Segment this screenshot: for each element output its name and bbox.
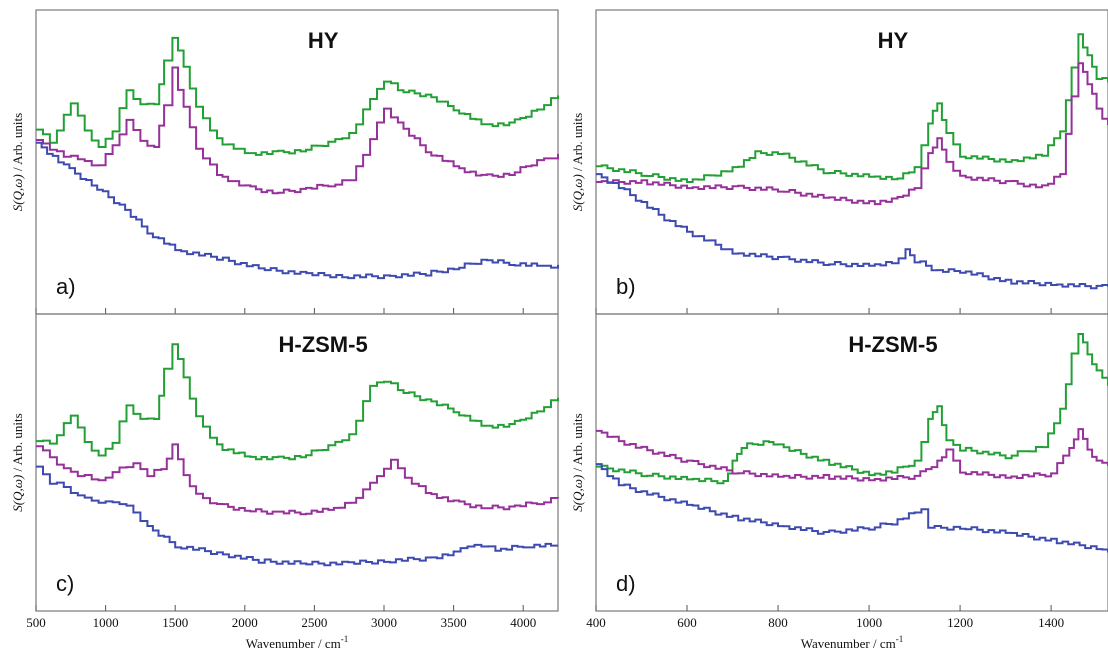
series-green-line [596, 33, 1108, 183]
plot-frame [595, 313, 1108, 612]
panel-letter: d) [616, 571, 636, 596]
y-axis-label: S(Q,ω) / Arb. units [570, 113, 585, 211]
series-green-line [36, 343, 559, 461]
panel-a: HY a) S(Q,ω) / Arb. units [10, 9, 559, 315]
plot-frame [35, 313, 559, 612]
panel-letter: a) [56, 274, 76, 299]
series-purple-line [36, 443, 559, 516]
x-tick-label: 2500 [301, 615, 327, 630]
panel-title: H-ZSM-5 [278, 332, 367, 357]
panel-b: HY b) S(Q,ω) / Arb. units [570, 9, 1108, 315]
x-tick-label: 1500 [162, 615, 188, 630]
series-green-line [596, 333, 1108, 485]
plot-frame [595, 9, 1108, 315]
x-tick-label: 1000 [93, 615, 119, 630]
y-axis-label: S(Q,ω) / Arb. units [570, 413, 585, 511]
x-tick-label: 2000 [232, 615, 258, 630]
x-tick-label: 600 [677, 615, 697, 630]
panel-title: HY [308, 28, 339, 53]
panel-c: 500 1000 1500 2000 2500 3000 3500 4000 H-ZSM-5 c)… [10, 313, 559, 651]
plot-frame [35, 9, 559, 315]
series-blue-line [596, 173, 1108, 290]
x-tick-label: 500 [26, 615, 46, 630]
series-purple-line [596, 62, 1108, 206]
panel-title: HY [878, 28, 909, 53]
x-tick-label: 1400 [1038, 615, 1064, 630]
panel-title: H-ZSM-5 [848, 332, 937, 357]
series-blue-line [36, 465, 558, 567]
y-axis-label: S(Q,ω) / Arb. units [10, 113, 25, 211]
series-purple-line [36, 66, 559, 195]
x-tick-label: 3000 [371, 615, 397, 630]
x-tick-label: 4000 [510, 615, 536, 630]
series-blue-line [36, 141, 559, 280]
series-green-line [36, 36, 559, 156]
series-blue-line [596, 463, 1108, 553]
x-axis-label: Wavenumber / cm-1 [801, 634, 903, 651]
x-tick-label: 3500 [441, 615, 467, 630]
panel-letter: c) [56, 571, 74, 596]
x-tick-label: 800 [768, 615, 788, 630]
y-axis-label: S(Q,ω) / Arb. units [10, 413, 25, 511]
x-tick-label: 1000 [856, 615, 882, 630]
x-tick-label: 1200 [947, 615, 973, 630]
panel-letter: b) [616, 274, 636, 299]
series-purple-line [596, 428, 1108, 482]
panel-d: 400 600 800 1000 1200 1400 H-ZSM-5 d) S(Q,ω) / A… [570, 313, 1108, 651]
x-axis-label: Wavenumber / cm-1 [246, 634, 348, 651]
x-tick-label: 400 [586, 615, 606, 630]
